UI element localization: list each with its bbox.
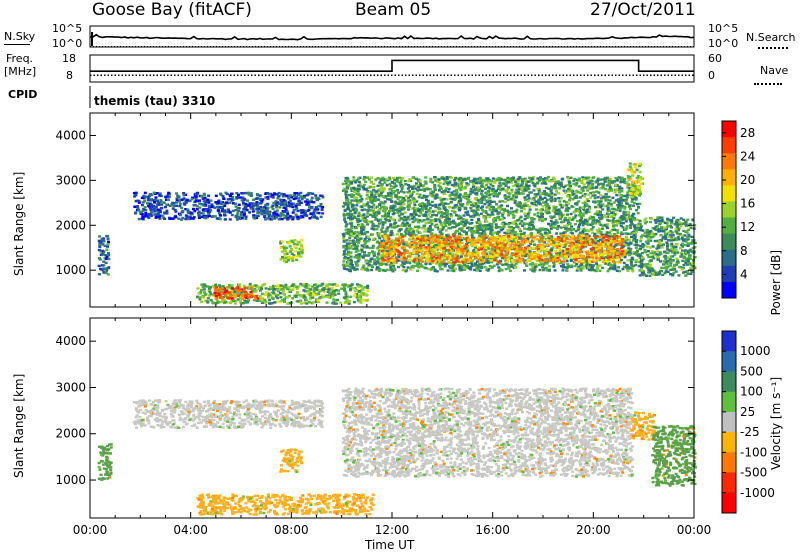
nave-tick-top: 60 [708,52,722,65]
nsky-label: N.Sky [4,30,36,43]
power-ytick-label: 1000 [55,263,86,277]
nsearch-line [758,47,788,49]
velocity-region [341,387,635,478]
velocity-colorbar-tick-label: 25 [740,405,755,419]
velocity-colorbar-swatch [722,452,736,474]
power-colorbar-tick-label: 20 [740,173,755,187]
time-tick-label: 04:00 [173,523,208,537]
power-region [638,216,697,277]
velocity-colorbar-swatch [722,351,736,372]
power-region [279,238,305,264]
power-colorbar-tick-label: 24 [740,149,755,163]
velocity-colorbar-tick-label: 1000 [740,344,771,358]
power-colorbar-swatch [722,201,736,219]
velocity-colorbar-swatch [722,432,736,453]
power-region [132,191,325,221]
power-colorbar-tick-label: 4 [740,267,748,281]
time-tick-label: 08:00 [274,523,309,537]
nsearch-tick-top: 10^5 [708,22,739,35]
velocity-region [97,443,113,481]
power-ytick-label: 4000 [55,128,86,142]
nave-line [754,83,782,85]
power-colorbar-swatch [722,121,736,138]
freq-series-line [90,59,694,72]
velocity-colorbar-frame [721,330,737,514]
power-colorbar-swatch [722,153,736,170]
velocity-region [279,448,304,474]
cpid-label: CPID [8,88,38,101]
velocity-colorbar-swatch [722,331,736,352]
power-colorbar-swatch [722,185,736,202]
freq-tick-bottom: 8 [66,69,73,82]
velocity-region [132,399,325,430]
power-colorbar-frame [721,120,737,299]
freq-panel-frame [89,54,695,83]
power-colorbar-swatch [722,137,736,154]
velocity-region [651,425,697,487]
time-tick-label: 00:00 [677,523,712,537]
freq-tick-top: 18 [62,52,76,65]
power-region [213,285,260,301]
power-colorbar-swatch [722,249,736,267]
velocity-ytick-label: 2000 [55,427,86,441]
velocity-colorbar-tick-label: -500 [740,466,767,480]
nave-label: Nave [760,64,789,77]
nsky-tick-top: 10^5 [52,22,83,35]
velocity-colorbar-swatch [722,411,736,433]
power-colorbar-swatch [722,217,736,235]
velocity-ytick-label: 4000 [55,334,86,348]
time-tick-label: 00:00 [73,523,108,537]
date-title: 27/Oct/2011 [590,0,696,20]
velocity-colorbar-tick-label: 100 [740,385,763,399]
velocity-ytick-label: 1000 [55,473,86,487]
velocity-colorbar-tick-label: -1000 [740,486,775,500]
power-colorbar-tick-label: 16 [740,197,755,211]
time-tick-label: 12:00 [375,523,410,537]
velocity-colorbar-swatch [722,371,736,393]
nsky-tick-bottom: 10^0 [52,37,83,50]
time-tick-label: 20:00 [576,523,611,537]
power-ytick-label: 2000 [55,218,86,232]
velocity-xlabel: Time UT [365,538,415,552]
power-colorbar-swatch [722,265,736,283]
power-colorbar-swatch [722,281,736,299]
velocity-region [629,411,657,441]
velocity-colorbar-tick-label: -100 [740,445,767,459]
freq-unit: [MHz] [4,65,37,78]
power-colorbar-tick-label: 12 [740,220,755,234]
velocity-ytick-label: 3000 [55,380,86,394]
power-colorbar-swatch [722,233,736,251]
time-tick-label: 16:00 [475,523,510,537]
velocity-colorbar-swatch [722,492,736,514]
nsky-series-line [89,33,695,41]
velocity-colorbar-swatch [722,391,736,413]
power-colorbar-tick-label: 8 [740,244,748,258]
power-colorbar-swatch [722,169,736,186]
nsearch-tick-bottom: 10^0 [708,37,739,50]
velocity-region [196,493,375,516]
nsearch-label: N.Search [746,31,796,44]
power-ytick-label: 3000 [55,173,86,187]
power-region [379,234,626,264]
velocity-colorbar-swatch [722,472,736,494]
velocity-colorbar-tick-label: 500 [740,364,763,378]
beam-title: Beam 05 [355,0,432,20]
station-title: Goose Bay (fitACF) [92,0,252,20]
noise-panel-frame [89,25,695,48]
nsky-line [4,44,30,45]
power-region [97,234,111,276]
power-region [626,162,644,196]
nave-tick-bottom: 0 [708,69,715,82]
cpid-value: themis (tau) 3310 [94,94,216,108]
freq-label: Freq. [6,52,34,65]
velocity-colorbar-tick-label: -25 [740,425,760,439]
power-colorbar-tick-label: 28 [740,126,755,140]
